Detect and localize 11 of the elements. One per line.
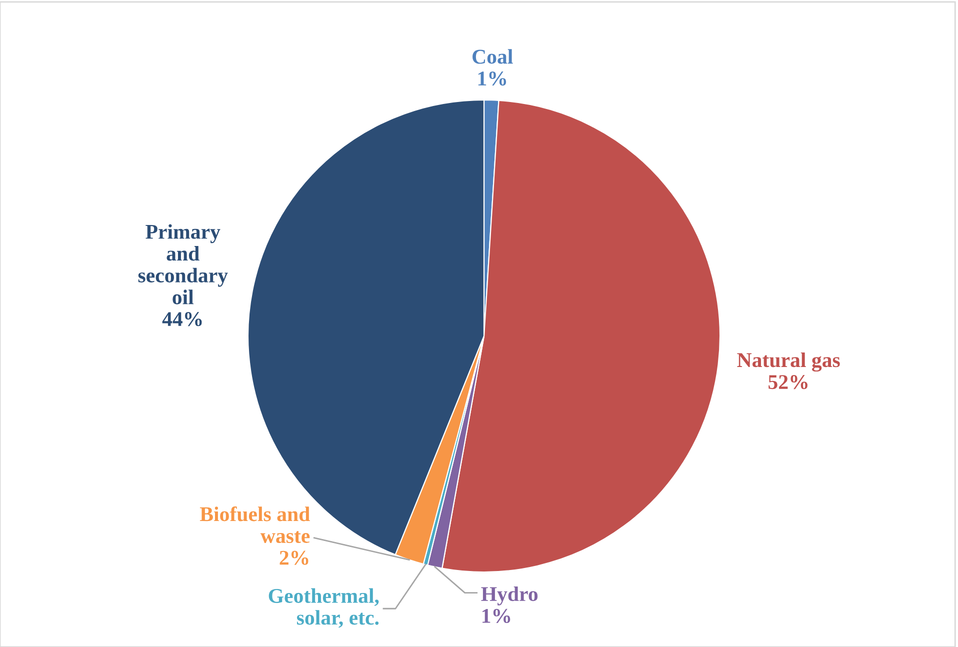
slice-label: Hydro bbox=[481, 586, 538, 606]
slice-label: Coal bbox=[472, 49, 513, 64]
data-label: 2% bbox=[280, 550, 308, 565]
data-label: 52% bbox=[768, 375, 808, 390]
data-label: 1% bbox=[478, 72, 506, 86]
slice-label: Geothermal, solar, etc. bbox=[268, 588, 379, 628]
slice-label: Natural gas bbox=[737, 352, 840, 372]
data-label: 1% bbox=[482, 608, 510, 624]
data-label: 44% bbox=[162, 312, 202, 326]
slice-label: Biofuels and waste bbox=[200, 506, 310, 544]
slice-label: Primary and secondary oil bbox=[138, 224, 228, 304]
